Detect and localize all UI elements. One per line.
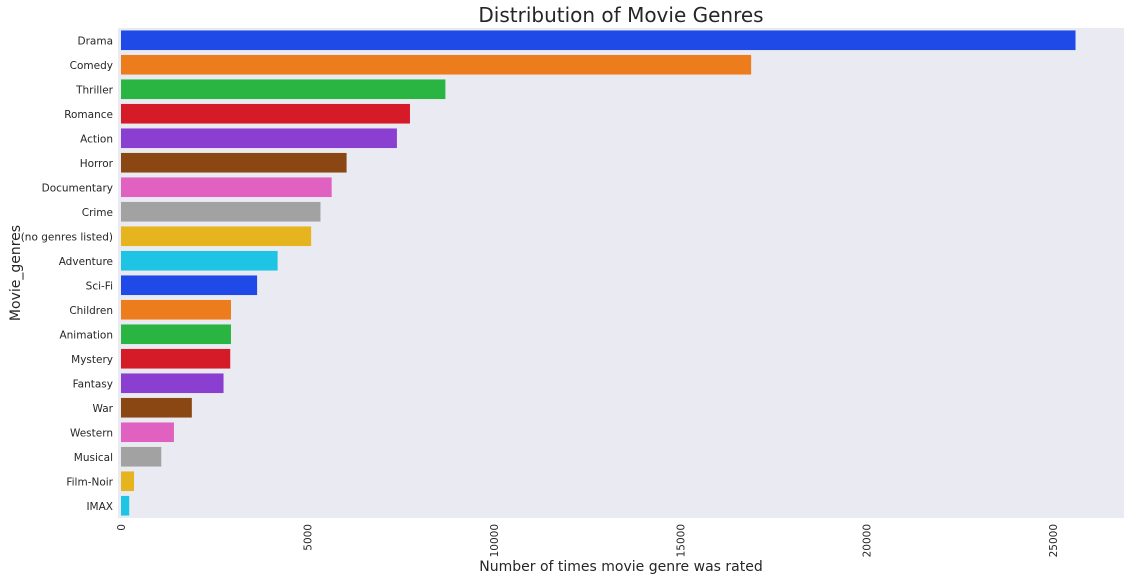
x-axis-label: Number of times movie genre was rated bbox=[479, 559, 762, 575]
x-tick-label: 0 bbox=[116, 524, 128, 531]
bar-children bbox=[121, 299, 231, 320]
y-tick-label: Action bbox=[80, 133, 113, 145]
x-tick-label: 10000 bbox=[489, 524, 501, 557]
y-tick-label: (no genres listed) bbox=[21, 231, 113, 243]
bar-mystery bbox=[121, 348, 231, 369]
bar-western bbox=[121, 422, 174, 443]
bar-sci-fi bbox=[121, 275, 258, 296]
bar-imax bbox=[121, 495, 130, 516]
bar-drama bbox=[121, 30, 1076, 51]
y-tick-label: Sci-Fi bbox=[86, 280, 113, 292]
bar-horror bbox=[121, 152, 347, 173]
bar-war bbox=[121, 397, 192, 418]
y-tick-label: War bbox=[93, 403, 114, 415]
x-tick-label: 20000 bbox=[862, 524, 874, 557]
y-axis-label: Movie_genres bbox=[8, 225, 24, 321]
bar-action bbox=[121, 128, 397, 149]
y-tick-label: Thriller bbox=[75, 84, 114, 96]
bar-comedy bbox=[121, 54, 752, 75]
y-tick-label: Musical bbox=[74, 452, 113, 464]
bar-film-noir bbox=[121, 471, 135, 492]
chart-title: Distribution of Movie Genres bbox=[478, 3, 763, 27]
bar-romance bbox=[121, 103, 410, 124]
plot-area bbox=[118, 28, 1124, 518]
bar-documentary bbox=[121, 177, 332, 198]
y-tick-label: Fantasy bbox=[73, 378, 113, 390]
x-tick-label: 25000 bbox=[1048, 524, 1060, 557]
y-tick-label: Crime bbox=[82, 207, 113, 219]
y-tick-label: Adventure bbox=[59, 256, 113, 268]
y-tick-label: IMAX bbox=[86, 501, 113, 513]
y-tick-label: Horror bbox=[80, 158, 114, 170]
bar-no-genres-listed bbox=[121, 226, 312, 247]
y-tick-labels: Drama Comedy Thriller Romance Action Horror Do… bbox=[21, 35, 114, 513]
y-tick-label: Romance bbox=[64, 109, 113, 121]
y-tick-label: Mystery bbox=[71, 354, 113, 366]
y-tick-label: Western bbox=[70, 427, 113, 439]
bar-fantasy bbox=[121, 373, 224, 394]
bars-group bbox=[121, 30, 1076, 516]
bar-animation bbox=[121, 324, 231, 345]
x-tick-label: 5000 bbox=[302, 524, 314, 551]
y-tick-label: Film-Noir bbox=[66, 476, 113, 488]
bar-thriller bbox=[121, 79, 446, 100]
bar-crime bbox=[121, 201, 321, 222]
y-tick-label: Animation bbox=[59, 329, 113, 341]
bar-adventure bbox=[121, 250, 278, 271]
x-tick-labels: 0 5000 10000 15000 20000 25000 bbox=[116, 524, 1060, 557]
x-tick-label: 15000 bbox=[675, 524, 687, 557]
y-tick-label: Drama bbox=[78, 35, 114, 47]
y-tick-label: Comedy bbox=[70, 60, 113, 72]
y-tick-label: Documentary bbox=[42, 182, 113, 194]
bar-musical bbox=[121, 446, 162, 467]
y-tick-label: Children bbox=[69, 305, 113, 317]
